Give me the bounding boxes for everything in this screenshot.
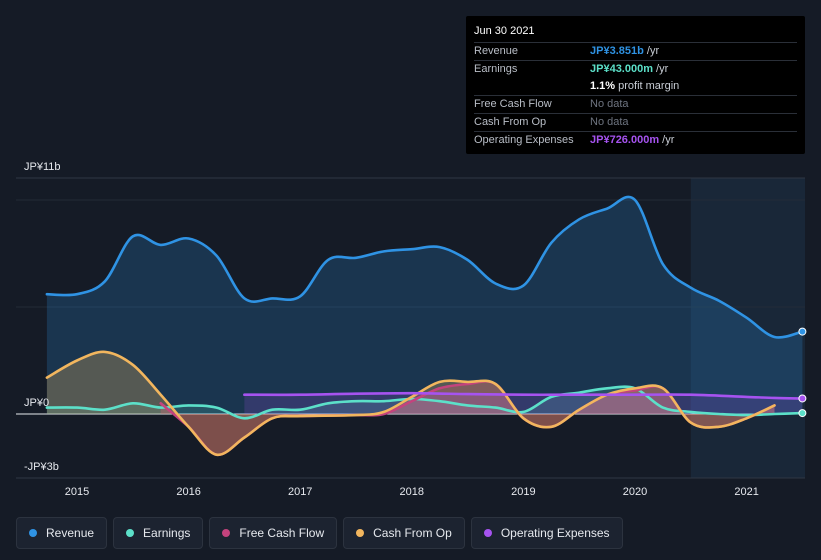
x-tick-label: 2017	[288, 486, 312, 498]
legend-item-revenue[interactable]: Revenue	[16, 517, 108, 549]
x-tick-label: 2019	[511, 486, 535, 498]
legend-dot-icon	[29, 529, 37, 537]
tooltip-value-number: No data	[590, 98, 629, 110]
tooltip-row: Earnings JP¥43.000m /yr	[474, 60, 797, 78]
y-axis-zero-label: JP¥0	[24, 397, 49, 409]
tooltip-row-label: Free Cash Flow	[474, 98, 552, 110]
chart-plot: JP¥11b JP¥0 -JP¥3b 2015 2016 2017 2018 2019 2…	[16, 161, 807, 498]
tooltip-value-number: JP¥726.000m	[590, 134, 660, 146]
legend-dot-icon	[222, 529, 231, 537]
cash-from-op-line	[45, 350, 776, 457]
legend-item-earnings[interactable]: Earnings	[113, 517, 204, 549]
revenue-area	[46, 196, 803, 414]
legend-label: Operating Expenses	[500, 526, 610, 540]
operating-expenses-end-dot	[798, 394, 807, 403]
tooltip-value-unit: /yr	[659, 134, 675, 146]
y-axis-bottom-label: -JP¥3b	[24, 461, 59, 473]
y-axis-top-label: JP¥11b	[24, 161, 61, 173]
tooltip-value-number: JP¥3.851b	[590, 45, 644, 57]
tooltip-row-value: 1.1% profit margin	[590, 78, 797, 95]
tooltip-row-value: JP¥43.000m /yr	[590, 61, 797, 78]
tooltip-row: Operating Expenses JP¥726.000m /yr	[474, 131, 797, 149]
tooltip-row-label: Cash From Op	[474, 116, 547, 128]
tooltip-value-unit: /yr	[643, 45, 660, 57]
tooltip-value-unit: /yr	[653, 63, 669, 75]
legend-label: Cash From Op	[373, 526, 452, 540]
tooltip-row-value: No data	[590, 114, 797, 131]
tooltip-row-label: Revenue	[474, 45, 519, 57]
x-tick-label: 2015	[65, 486, 89, 498]
tooltip-row-label: Operating Expenses	[474, 134, 574, 146]
tooltip-row: Revenue JP¥3.851b /yr	[474, 42, 797, 60]
x-tick-label: 2016	[176, 486, 200, 498]
x-tick-label: 2020	[623, 486, 647, 498]
tooltip-date: Jun 30 2021	[474, 25, 535, 37]
legend-item-operating-expenses[interactable]: Operating Expenses	[470, 517, 623, 549]
legend-item-free-cash-flow[interactable]: Free Cash Flow	[209, 517, 338, 549]
revenue-line	[45, 195, 804, 339]
operating-expenses-line	[243, 391, 804, 400]
legend-item-cash-from-op[interactable]: Cash From Op	[343, 517, 465, 549]
tooltip-row-label: Earnings	[474, 63, 518, 75]
tooltip-row: Cash From Op No data	[474, 113, 797, 131]
tooltip-value-number: 1.1%	[590, 80, 616, 92]
legend-dot-icon	[126, 529, 135, 537]
tooltip-row: 1.1% profit margin	[474, 78, 797, 95]
chart-legend: Revenue Earnings Free Cash Flow Cash From O…	[16, 517, 623, 549]
tooltip-row: Free Cash Flow No data	[474, 95, 797, 113]
cash-from-op-area	[46, 351, 775, 455]
revenue-end-dot	[798, 327, 807, 336]
tooltip-value-number: JP¥43.000m	[590, 63, 653, 75]
legend-dot-icon	[356, 529, 365, 537]
x-tick-label: 2021	[734, 486, 758, 498]
data-tooltip: Jun 30 2021 Revenue JP¥3.851b /yr Earnings…	[466, 16, 805, 154]
legend-label: Revenue	[46, 526, 95, 540]
tooltip-row-value: No data	[590, 96, 797, 113]
tooltip-value-number: No data	[590, 116, 629, 128]
earnings-line	[45, 385, 804, 420]
free-cash-flow-area	[160, 381, 775, 455]
legend-label: Free Cash Flow	[239, 526, 325, 540]
tooltip-value-unit: profit margin	[615, 80, 680, 92]
tooltip-row-value: JP¥3.851b /yr	[590, 43, 797, 60]
tooltip-row-value: JP¥726.000m /yr	[590, 132, 797, 149]
x-tick-label: 2018	[400, 486, 424, 498]
tooltip-row-label	[474, 78, 590, 95]
legend-dot-icon	[483, 529, 492, 537]
legend-label: Earnings	[143, 526, 191, 540]
earnings-end-dot	[798, 409, 807, 418]
